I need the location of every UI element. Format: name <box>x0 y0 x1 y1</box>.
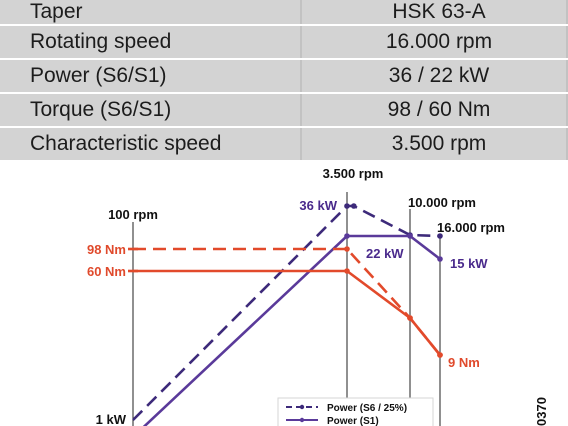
legend-marker <box>299 404 305 410</box>
spec-label: Taper <box>0 0 302 26</box>
spec-value: 36 / 22 kW <box>301 59 568 94</box>
spec-label: Power (S6/S1) <box>0 59 302 94</box>
rpm-marker-label: 10.000 rpm <box>408 195 476 210</box>
series-point <box>344 246 350 252</box>
rpm-marker-label: 16.000 rpm <box>437 220 505 235</box>
series-point <box>350 203 357 209</box>
spec-table: Taper HSK 63-A Rotating speed 16.000 rpm Pow… <box>0 0 568 162</box>
chart-area: 100 rpm 3.500 rpm 10.000 rpm 16.000 rpm 98 … <box>0 162 568 426</box>
spec-row: Characteristic speed 3.500 rpm <box>0 127 568 162</box>
spec-value: HSK 63-A <box>301 0 568 26</box>
value-label-torque-end: 9 Nm <box>448 355 480 370</box>
legend-box <box>277 397 434 426</box>
spec-value: 98 / 60 Nm <box>301 93 568 128</box>
spec-value: 16.000 rpm <box>301 25 568 60</box>
series-line <box>133 269 442 356</box>
series-point <box>344 233 350 239</box>
series-line <box>132 204 441 421</box>
spec-value: 3.500 rpm <box>301 127 568 162</box>
value-label-power-peak: 36 kW <box>299 198 337 213</box>
series-point <box>344 203 350 209</box>
spec-row: Power (S6/S1) 36 / 22 kW <box>0 59 568 94</box>
rpm-marker-label: 3.500 rpm <box>323 166 384 181</box>
legend-label: Power (S6 / 25%) <box>327 403 407 414</box>
spec-row: Rotating speed 16.000 rpm <box>0 25 568 60</box>
drawing-code: 0370 <box>534 397 549 426</box>
value-label-power-mid: 22 kW <box>366 246 404 261</box>
series-point <box>437 352 443 358</box>
series-line <box>142 234 441 426</box>
value-label-torque-low: 60 Nm <box>87 264 126 279</box>
value-label-power-left: 1 kW <box>96 412 127 426</box>
spec-label: Characteristic speed <box>0 127 302 162</box>
series-line <box>133 247 442 356</box>
series-point <box>344 268 350 274</box>
chart-legend: Power (S6 / 25%) Power (S1) <box>277 397 434 426</box>
power-torque-chart: 100 rpm 3.500 rpm 10.000 rpm 16.000 rpm 98 … <box>87 166 549 426</box>
rpm-marker-label: 100 rpm <box>108 207 158 222</box>
value-label-power-end: 15 kW <box>450 256 488 271</box>
value-label-torque-high: 98 Nm <box>87 242 126 257</box>
spec-row: Taper HSK 63-A <box>0 0 568 26</box>
series-point <box>407 315 413 321</box>
legend-label: Power (S1) <box>327 416 379 426</box>
spec-label: Rotating speed <box>0 25 302 60</box>
spec-row: Torque (S6/S1) 98 / 60 Nm <box>0 93 568 128</box>
series-point <box>407 233 413 239</box>
series-point <box>437 233 443 239</box>
series-point <box>437 256 443 262</box>
legend-marker <box>299 417 305 423</box>
spec-label: Torque (S6/S1) <box>0 93 302 128</box>
